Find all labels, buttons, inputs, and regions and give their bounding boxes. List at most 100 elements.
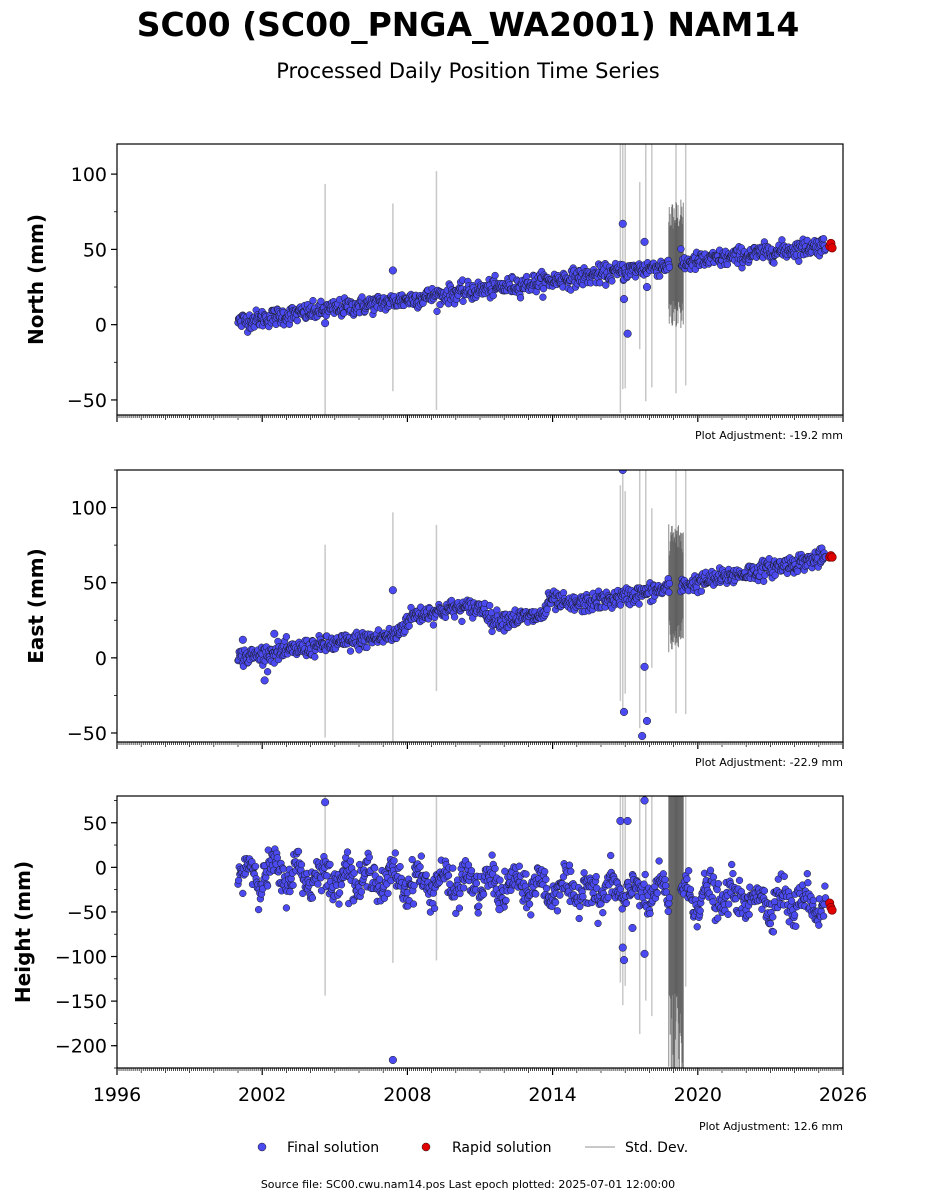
final-solution-point [580,869,588,877]
final-solution-point [602,281,610,289]
outlier-point [619,956,629,965]
east-panel: −50 0 50 100 East (mm) Plot Adjustment: -22.9… [24,469,844,769]
final-solution-point [683,875,691,883]
height-panel: −200 −150 −100 −50 0 50 1996 2002 2008 2014 2020 20… [11,795,867,1133]
figure-subtitle: Processed Daily Position Time Series [276,59,660,83]
final-solution-point [486,601,494,610]
final-solution-point [350,869,358,877]
final-solution-point [459,297,467,305]
final-solution-point [239,889,247,898]
y-axis-label: North (mm) [24,214,48,345]
outlier-point [618,943,627,952]
final-solution-point [491,864,499,873]
final-solution-point [346,857,355,865]
final-solution-point [770,259,778,267]
outlier-point [270,629,279,638]
final-solution-point [559,589,568,597]
final-solution-point [516,294,525,302]
plot-area [234,144,837,415]
final-solution-point [405,622,413,630]
final-solution-point [541,867,549,876]
final-solution-point [408,855,416,864]
final-solution-point [493,606,501,614]
outlier-point [623,329,632,338]
figure-title: SC00 (SC00_PNGA_WA2001) NAM14 [137,5,800,44]
final-solution-point [297,860,306,869]
final-solution-point [416,863,424,871]
final-solution-point [714,914,722,922]
final-solution-point [795,257,803,265]
final-solution-point [314,880,322,888]
stddev-bars [324,796,687,1068]
final-solution-point [608,277,616,285]
y-tick-label: −200 [55,1036,107,1058]
final-solution-point [677,245,685,253]
final-solution-point [592,872,600,881]
final-solution-point [282,904,291,912]
final-solution-point [539,285,548,293]
final-solution-point [491,271,499,280]
x-tick-label: 2014 [528,1084,576,1106]
final-solution-point [653,889,661,897]
final-solution-point [488,851,496,859]
outlier-point [638,731,647,741]
plot-adjustment: Plot Adjustment: -22.9 mm [695,756,843,769]
final-solution-point [543,605,551,613]
y-tick-label: −50 [67,390,107,412]
x-tick-label: 2026 [819,1084,867,1106]
final-solution-point [646,909,654,918]
final-solution-point [472,879,481,887]
outlier-point [388,266,397,275]
final-solution-point [771,571,779,579]
final-solution-point [346,647,355,655]
final-solution-point [803,870,811,878]
final-solution-point [474,909,482,917]
final-solution-point [293,317,301,325]
final-solution-point [661,875,669,884]
final-solution-point [433,307,441,316]
final-solution-point [489,291,497,300]
plot-adjustment: Plot Adjustment: -19.2 mm [695,429,843,442]
y-axis: −50 0 50 100 [67,469,117,745]
y-tick-label: 0 [95,648,107,670]
final-solution-point [696,907,704,915]
final-solution-point [522,870,530,878]
final-solution-point [787,897,796,905]
final-solution-point [567,867,575,875]
final-solution-points [234,219,830,338]
final-solution-point [662,888,670,896]
final-solution-point [458,617,466,626]
final-solution-point [693,923,701,931]
final-solution-point [819,235,828,243]
outlier-point [388,1055,397,1065]
y-tick-label: 0 [95,857,107,879]
final-solution-point [496,876,504,884]
y-tick-label: 50 [83,239,107,261]
legend-stddev-label: Std. Dev. [625,1140,688,1156]
final-solution-point [576,902,584,911]
stddev-bars [324,470,687,742]
final-solution-point [709,898,717,906]
outlier-point [640,949,649,958]
x-tick-label: 2002 [238,1084,286,1106]
final-solution-point [525,900,534,908]
outlier-point [640,662,649,671]
outlier-point [640,237,649,246]
final-solution-point [450,613,459,621]
x-axis [116,742,844,749]
final-solution-point [706,866,715,874]
final-solution-point [460,884,468,892]
final-solution-point [502,896,510,905]
final-solution-point [343,848,352,856]
final-solution-point [263,882,272,890]
final-solution-point [308,894,317,902]
final-solution-point [665,588,673,596]
final-solution-point [390,857,398,865]
final-solution-point [365,853,373,861]
outlier-point [388,586,397,595]
final-solution-point [422,871,430,879]
final-solution-point [622,899,631,907]
outlier-point [623,816,632,826]
rapid-solution-points [825,898,837,915]
